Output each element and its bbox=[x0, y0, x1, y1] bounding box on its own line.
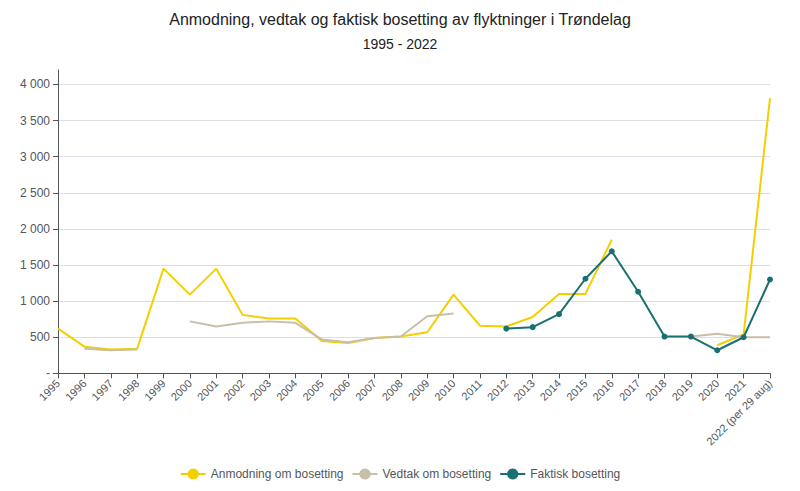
svg-text:2005: 2005 bbox=[300, 377, 326, 403]
svg-text:Vedtak om bosetting: Vedtak om bosetting bbox=[382, 467, 491, 481]
svg-text:2014: 2014 bbox=[538, 377, 564, 403]
svg-text:1995 - 2022: 1995 - 2022 bbox=[363, 36, 438, 52]
svg-text:2 000: 2 000 bbox=[20, 222, 50, 236]
svg-text:2010: 2010 bbox=[432, 377, 458, 403]
svg-text:2012: 2012 bbox=[485, 377, 511, 403]
svg-text:500: 500 bbox=[30, 330, 50, 344]
svg-text:2007: 2007 bbox=[353, 377, 379, 403]
svg-text:1999: 1999 bbox=[142, 377, 168, 403]
svg-text:Faktisk bosetting: Faktisk bosetting bbox=[530, 467, 620, 481]
svg-text:2003: 2003 bbox=[247, 377, 273, 403]
svg-text:-: - bbox=[46, 366, 50, 380]
svg-text:2021: 2021 bbox=[722, 377, 748, 403]
svg-text:2013: 2013 bbox=[511, 377, 537, 403]
svg-text:1995: 1995 bbox=[37, 377, 63, 403]
svg-text:2009: 2009 bbox=[406, 377, 432, 403]
svg-text:2017: 2017 bbox=[617, 377, 643, 403]
svg-text:2000: 2000 bbox=[168, 377, 194, 403]
svg-text:2019: 2019 bbox=[669, 377, 695, 403]
svg-text:2022 (per 29 aug): 2022 (per 29 aug) bbox=[704, 377, 774, 447]
svg-text:4 000: 4 000 bbox=[20, 77, 50, 91]
svg-text:2002: 2002 bbox=[221, 377, 247, 403]
svg-text:Anmodning, vedtak og faktisk b: Anmodning, vedtak og faktisk bosetting a… bbox=[169, 11, 631, 28]
svg-text:1 500: 1 500 bbox=[20, 258, 50, 272]
svg-text:2015: 2015 bbox=[564, 377, 590, 403]
svg-text:2016: 2016 bbox=[590, 377, 616, 403]
svg-text:3 000: 3 000 bbox=[20, 150, 50, 164]
svg-text:2006: 2006 bbox=[327, 377, 353, 403]
svg-text:1998: 1998 bbox=[116, 377, 142, 403]
svg-text:1 000: 1 000 bbox=[20, 294, 50, 308]
svg-text:2020: 2020 bbox=[696, 377, 722, 403]
svg-text:2 500: 2 500 bbox=[20, 186, 50, 200]
svg-text:2011: 2011 bbox=[459, 377, 484, 402]
svg-text:2001: 2001 bbox=[195, 377, 221, 403]
svg-text:1997: 1997 bbox=[89, 377, 115, 403]
svg-text:3 500: 3 500 bbox=[20, 114, 50, 128]
svg-text:Anmodning om bosetting: Anmodning om bosetting bbox=[211, 467, 344, 481]
svg-text:2008: 2008 bbox=[379, 377, 405, 403]
svg-text:1996: 1996 bbox=[63, 377, 89, 403]
svg-text:2018: 2018 bbox=[643, 377, 669, 403]
svg-text:2004: 2004 bbox=[274, 377, 300, 403]
